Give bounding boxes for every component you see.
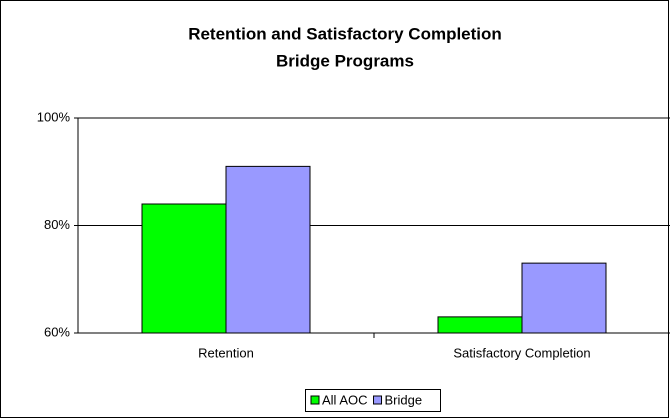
y-tick-label: 100%: [37, 109, 71, 124]
chart-title: Bridge Programs: [276, 51, 414, 70]
legend-box: [305, 389, 441, 412]
legend-label: All AOC: [322, 392, 368, 407]
y-tick-label: 60%: [44, 324, 70, 339]
bar: [437, 316, 523, 334]
chart-title: Retention and Satisfactory Completion: [188, 24, 502, 43]
bar: [141, 203, 227, 334]
x-tick-label: Satisfactory Completion: [453, 345, 590, 360]
legend-swatch: [310, 395, 320, 405]
x-tick-label: Retention: [198, 345, 254, 360]
bar: [225, 165, 311, 334]
y-tick-label: 80%: [44, 217, 70, 232]
legend-swatch: [373, 395, 383, 405]
legend-label: Bridge: [385, 392, 423, 407]
bar: [521, 262, 607, 334]
